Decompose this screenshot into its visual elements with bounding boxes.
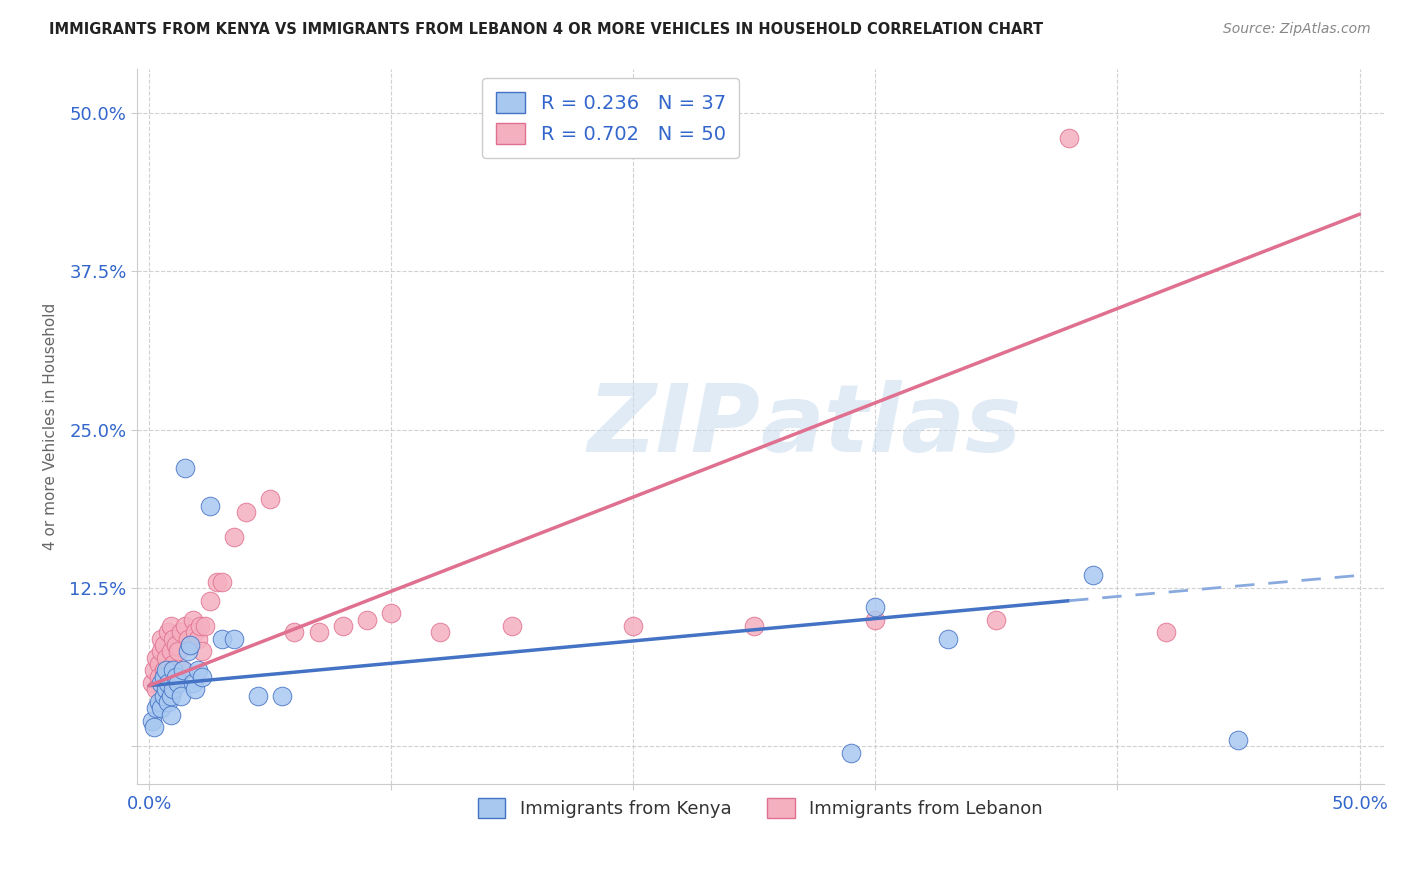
Point [211, 632, 233, 646]
Text: Source: ZipAtlas.com: Source: ZipAtlas.com [1223, 22, 1371, 37]
Point [271, 689, 294, 703]
Point [380, 607, 402, 621]
Point [235, 505, 257, 519]
Point [160, 689, 183, 703]
Point [177, 632, 200, 646]
Point [198, 593, 221, 607]
Point [155, 650, 177, 665]
Point [172, 664, 194, 678]
Point [162, 657, 184, 671]
Point [621, 619, 644, 633]
Point [165, 670, 187, 684]
Point [186, 664, 208, 678]
Point [211, 574, 233, 589]
Point [143, 720, 166, 734]
Point [191, 670, 214, 684]
Point [167, 644, 190, 658]
Point [174, 460, 197, 475]
Point [155, 670, 177, 684]
Point [169, 689, 191, 703]
Point [167, 676, 190, 690]
Point [155, 682, 177, 697]
Point [839, 746, 862, 760]
Y-axis label: 4 or more Vehicles in Household: 4 or more Vehicles in Household [44, 303, 58, 550]
Point [157, 676, 180, 690]
Point [181, 676, 204, 690]
Point [184, 682, 207, 697]
Point [865, 600, 887, 615]
Point [1227, 733, 1250, 747]
Point [283, 625, 305, 640]
Text: IMMIGRANTS FROM KENYA VS IMMIGRANTS FROM LEBANON 4 OR MORE VEHICLES IN HOUSEHOLD: IMMIGRANTS FROM KENYA VS IMMIGRANTS FROM… [49, 22, 1043, 37]
Text: atlas: atlas [761, 381, 1022, 473]
Point [152, 638, 174, 652]
Point [162, 682, 184, 697]
Point [162, 664, 184, 678]
Point [222, 632, 245, 646]
Point [188, 619, 211, 633]
Point [986, 613, 1008, 627]
Point [160, 644, 183, 658]
Point [194, 619, 217, 633]
Point [148, 657, 170, 671]
Point [429, 625, 451, 640]
Point [157, 625, 180, 640]
Point [157, 695, 180, 709]
Point [356, 613, 378, 627]
Point [174, 619, 197, 633]
Point [501, 619, 523, 633]
Point [308, 625, 330, 640]
Point [145, 682, 167, 697]
Point [179, 638, 201, 652]
Point [177, 644, 200, 658]
Point [143, 664, 166, 678]
Point [1083, 568, 1105, 582]
Point [148, 695, 170, 709]
Point [145, 650, 167, 665]
Point [160, 619, 183, 633]
Point [141, 676, 163, 690]
Point [332, 619, 354, 633]
Point [141, 714, 163, 728]
Text: ZIP: ZIP [588, 381, 761, 473]
Point [152, 670, 174, 684]
Point [1057, 131, 1080, 145]
Point [191, 644, 214, 658]
Point [155, 664, 177, 678]
Point [744, 619, 766, 633]
Point [150, 632, 173, 646]
Point [150, 644, 173, 658]
Point [865, 613, 887, 627]
Point [152, 689, 174, 703]
Point [205, 574, 228, 589]
Point [186, 632, 208, 646]
Point [150, 701, 173, 715]
Point [152, 664, 174, 678]
Point [172, 664, 194, 678]
Point [150, 676, 173, 690]
Point [198, 499, 221, 513]
Point [165, 638, 187, 652]
Point [259, 492, 281, 507]
Point [247, 689, 270, 703]
Point [160, 707, 183, 722]
Point [148, 670, 170, 684]
Point [936, 632, 959, 646]
Point [179, 638, 201, 652]
Point [1154, 625, 1177, 640]
Point [181, 613, 204, 627]
Point [184, 625, 207, 640]
Point [169, 625, 191, 640]
Legend: Immigrants from Kenya, Immigrants from Lebanon: Immigrants from Kenya, Immigrants from L… [471, 791, 1050, 825]
Point [157, 664, 180, 678]
Point [162, 632, 184, 646]
Point [222, 530, 245, 544]
Point [145, 701, 167, 715]
